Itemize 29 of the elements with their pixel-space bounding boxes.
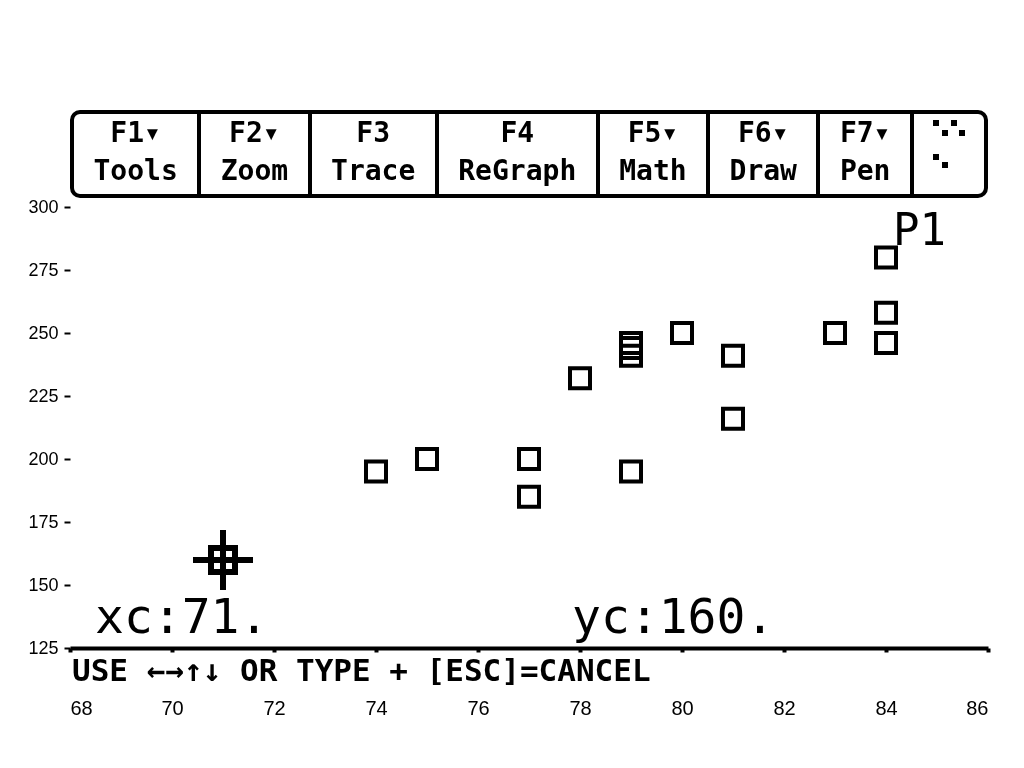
text: F3 Trace [311, 114, 439, 194]
y-tick-label: 125 [28, 637, 59, 658]
annotation: yc:160. [572, 588, 775, 644]
x-tick-label: 68 [70, 696, 93, 719]
text: F6▾ Draw [710, 114, 821, 194]
text: F7▾ Pen [820, 114, 914, 194]
y-tick-label: 275 [28, 259, 59, 280]
text: USE ←→↑↓ OR TYPE + [ESC]=CANCEL [72, 652, 651, 688]
annotation: P1 [893, 204, 946, 255]
x-tick-label: 82 [773, 696, 796, 719]
y-tick-label: 225 [28, 385, 59, 406]
y-tick-label: 150 [28, 574, 59, 595]
x-tick-label: 78 [569, 696, 592, 719]
text: F1▾ Tools [74, 114, 202, 194]
x-tick-label: 84 [875, 696, 898, 719]
x-tick-label: 86 [966, 696, 989, 719]
y-tick-label: 200 [28, 448, 59, 469]
text: F2▾ Zoom [201, 114, 312, 194]
x-tick-label: 74 [365, 696, 388, 719]
annotation: xc:71. [95, 588, 269, 644]
text: F5▾ Math [599, 114, 711, 194]
x-tick-label: 80 [671, 696, 694, 719]
y-tick-label: 300 [28, 196, 59, 217]
text: F4 ReGraph [438, 114, 600, 194]
x-tick-label: 76 [467, 696, 490, 719]
x-tick-label: 70 [161, 696, 184, 719]
y-tick-label: 175 [28, 511, 59, 532]
x-tick-label: 72 [263, 696, 286, 719]
y-tick-label: 250 [28, 322, 59, 343]
